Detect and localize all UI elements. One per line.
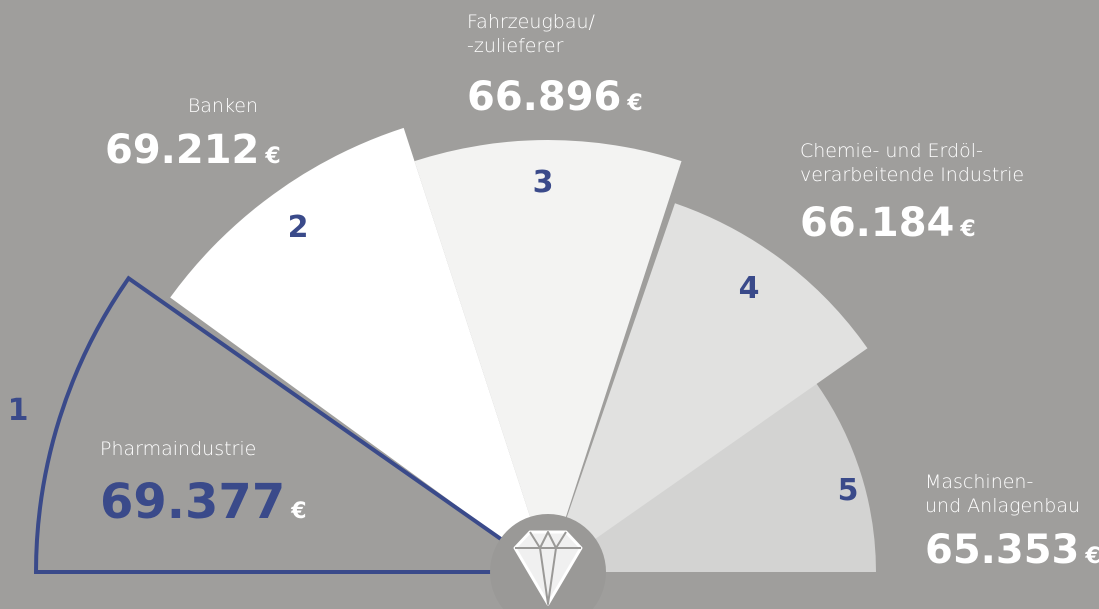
wedges [33, 127, 876, 574]
salary-value: 69.212 [105, 127, 259, 173]
sector-label: Maschinen- [925, 471, 1033, 493]
sector-label: Pharmaindustrie [100, 438, 256, 460]
sector-label: -zulieferer [467, 35, 564, 57]
salary: 66.896 € [467, 74, 643, 120]
rank: 2 [288, 210, 309, 245]
rank: 4 [739, 271, 760, 306]
sector-label: verarbeitende Industrie [800, 164, 1024, 186]
salary: 69.377 € [100, 474, 307, 530]
rank: 1 [8, 393, 29, 428]
wedge [170, 127, 548, 573]
salary: 65.353 € [925, 527, 1099, 573]
sector-label: und Anlagenbau [925, 495, 1080, 517]
salary-value: 66.896 [467, 74, 621, 120]
diamond-icon [513, 530, 583, 606]
currency: € [1084, 544, 1099, 569]
salary: 66.184 € [800, 200, 976, 246]
rank: 3 [533, 165, 554, 200]
salary-value: 65.353 [925, 527, 1079, 573]
sector-label: Banken [188, 95, 258, 117]
currency: € [626, 91, 642, 116]
sector-label: Fahrzeugbau/ [467, 11, 596, 33]
currency: € [959, 217, 975, 242]
currency: € [264, 144, 280, 169]
wedge [414, 139, 682, 572]
wedge [33, 275, 555, 574]
salary-value: 66.184 [800, 200, 954, 246]
rank: 5 [838, 473, 859, 508]
sector-label: Chemie- und Erdöl- [800, 140, 983, 162]
salary: 69.212 € [105, 127, 281, 173]
currency: € [290, 499, 306, 524]
wedge [548, 203, 868, 573]
wedge [548, 374, 876, 572]
salary-value: 69.377 [100, 474, 285, 530]
